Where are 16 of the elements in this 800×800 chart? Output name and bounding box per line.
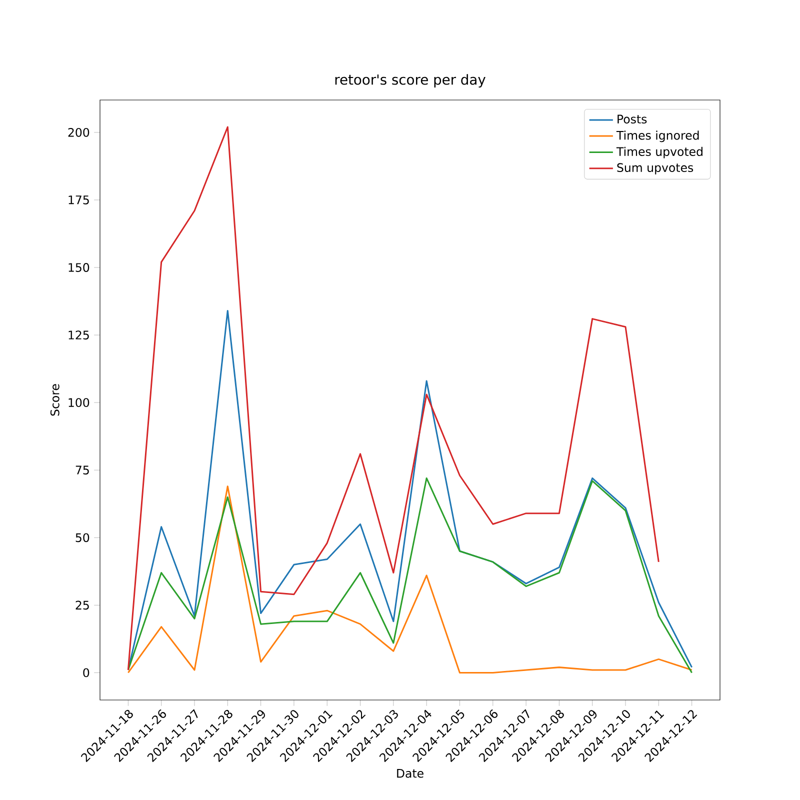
legend-label: Times upvoted xyxy=(616,146,702,158)
chart-title: retoor's score per day xyxy=(335,74,486,88)
y-tick-label: 25 xyxy=(76,600,89,610)
y-tick-label: 100 xyxy=(68,398,90,408)
y-tick-label: 75 xyxy=(76,466,89,474)
y-axis-title: Score xyxy=(50,384,60,416)
y-tick-label: 150 xyxy=(68,263,90,272)
y-tick-label: 200 xyxy=(68,128,90,137)
x-axis-title: Date xyxy=(397,769,424,778)
y-tick-label: 125 xyxy=(68,330,89,340)
y-tick-label: 0 xyxy=(83,668,90,678)
y-tick-label: 50 xyxy=(76,533,90,542)
legend-label: Sum upvotes xyxy=(617,163,694,174)
y-tick-label: 175 xyxy=(68,196,89,204)
legend-label: Posts xyxy=(618,114,647,124)
legend-label: Times ignored xyxy=(616,130,699,142)
